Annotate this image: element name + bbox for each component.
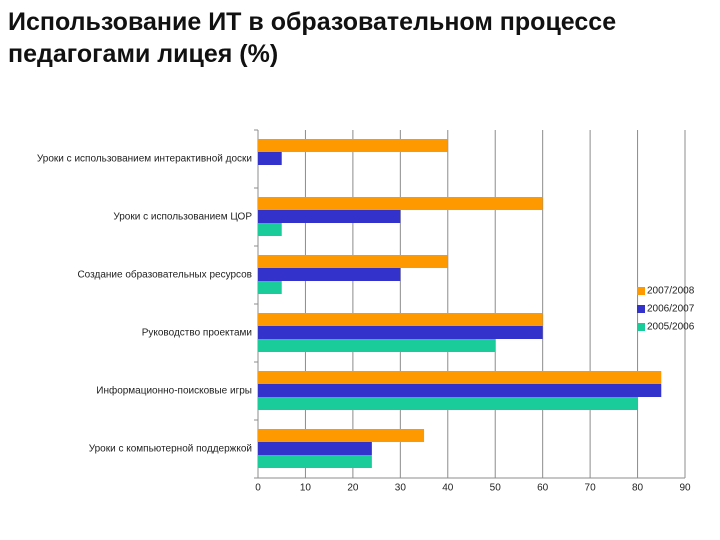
y-tick-label: Создание образовательных ресурсов [77,269,252,281]
x-tick-label: 90 [679,483,691,494]
bar [258,255,448,268]
legend-label: 2005/2006 [647,322,695,333]
y-tick-label: Уроки с компьютерной поддержкой [89,444,252,455]
bar [258,139,448,152]
legend-swatch [637,287,645,295]
bar [258,339,496,352]
x-tick-label: 20 [347,483,359,494]
bar [258,197,543,210]
bar [258,152,282,165]
bar [258,210,401,223]
y-tick-label: Руководство проектами [142,328,252,339]
y-tick-label: Информационно-поисковые игры [96,385,252,397]
bar [258,326,543,339]
x-tick-label: 60 [537,483,549,494]
legend-label: 2006/2007 [647,304,695,315]
x-tick-label: 80 [632,483,644,494]
x-tick-label: 10 [300,483,312,494]
bar [258,371,662,384]
x-tick-label: 40 [442,483,454,494]
bar [258,429,425,442]
bar [258,384,662,397]
x-tick-label: 70 [585,483,597,494]
y-tick-label: Уроки с использованием ЦОР [113,212,252,223]
legend-swatch [637,305,645,313]
bar [258,223,282,236]
x-tick-label: 0 [255,483,261,494]
chart-title: Использование ИТ в образовательном проце… [8,8,617,68]
legend-swatch [637,323,645,331]
bar [258,397,638,410]
bar [258,313,543,326]
bar [258,281,282,294]
bar [258,442,372,455]
bar [258,455,372,468]
bar [258,268,401,281]
legend-label: 2007/2008 [647,286,695,297]
x-tick-label: 50 [490,483,502,494]
y-tick-label: Уроки с использованием интерактивной дос… [37,154,252,165]
x-tick-label: 30 [395,483,407,494]
